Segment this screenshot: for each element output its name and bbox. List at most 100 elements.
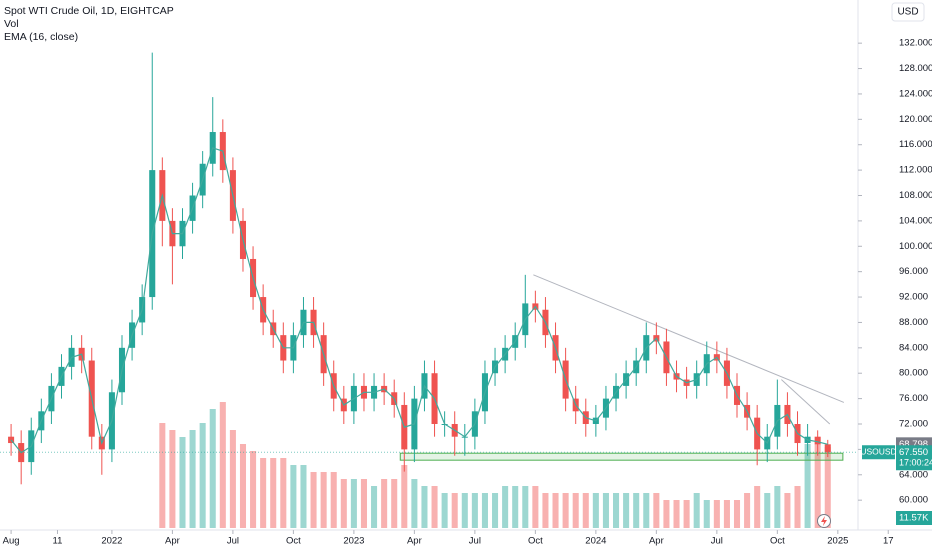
volume-bar: [814, 444, 821, 528]
volume-bar: [794, 486, 801, 528]
volume-bar: [250, 451, 257, 528]
x-tick-label: 2025: [827, 536, 848, 547]
volume-pane: [159, 402, 831, 528]
volume-bar: [310, 472, 317, 528]
volume-bar: [613, 493, 620, 528]
last-price-label: 67.550: [899, 447, 928, 458]
volume-bar: [270, 458, 277, 528]
candle-body: [8, 436, 15, 444]
volume-bar: [592, 493, 599, 528]
volume-bar: [744, 493, 751, 528]
volume-bar: [562, 493, 569, 528]
volume-bar: [229, 430, 236, 528]
currency[interactable]: USD: [897, 7, 918, 18]
volume-last-box: [896, 511, 932, 525]
volume-bar: [381, 479, 388, 528]
volume-bar: [784, 493, 791, 528]
y-tick-label: 128.000: [899, 63, 932, 74]
ema-price-label: 68.798: [899, 439, 928, 450]
volume-bar: [481, 493, 488, 528]
x-tick-label: Apr: [165, 536, 180, 547]
volume-last-label: 11.57K: [899, 513, 929, 524]
y-tick-label: 124.000: [899, 88, 932, 99]
volume-bar: [471, 493, 478, 528]
y-tick-label: 104.000: [899, 215, 932, 226]
volume-bar: [633, 493, 640, 528]
x-tick-label: 11: [53, 536, 63, 547]
volume-bar: [703, 500, 710, 528]
volume-bar: [653, 493, 660, 528]
price-pane: [0, 52, 858, 485]
y-tick-label: 132.000: [899, 38, 932, 49]
chart-title: Spot WTI Crude Oil, 1D, EIGHTCAP: [4, 5, 174, 17]
ema-legend: EMA (16, close): [4, 31, 78, 43]
y-tick-label: 60.000: [899, 495, 928, 506]
y-tick-label: 120.000: [899, 114, 932, 125]
volume-bar: [673, 500, 680, 528]
x-tick-label: 17: [883, 536, 894, 547]
countdown: 17:00:24: [899, 458, 932, 468]
volume-bar: [391, 479, 398, 528]
volume-bar: [350, 479, 357, 528]
alert-icon-bolt: [821, 516, 827, 526]
volume-bar: [441, 493, 448, 528]
y-tick-label: 96.000: [899, 266, 928, 277]
volume-bar: [239, 444, 247, 528]
volume-bar: [623, 493, 630, 528]
x-tick-label: Jul: [469, 536, 481, 547]
volume-bar: [502, 486, 509, 528]
volume-bar: [371, 486, 378, 528]
support-zone: [399, 452, 844, 461]
volume-bar: [754, 486, 761, 528]
volume-bar: [663, 500, 670, 528]
trendline: [533, 274, 845, 403]
volume-bar: [431, 486, 438, 528]
trendline: [781, 379, 831, 425]
volume-bar: [522, 486, 529, 528]
volume-bar: [532, 486, 539, 528]
symbol-box: [862, 445, 895, 460]
symbol-label: USOUSD: [860, 446, 896, 456]
volume-bar: [260, 458, 267, 528]
volume-bar: [330, 472, 337, 528]
volume-bar: [320, 472, 327, 528]
volume-bar: [189, 430, 196, 528]
volume-bar: [582, 493, 589, 528]
volume-bar: [643, 493, 650, 528]
y-tick-label: 72.000: [899, 419, 928, 430]
volume-bar: [290, 465, 297, 528]
volume-bar: [451, 493, 458, 528]
volume-bar: [159, 423, 166, 528]
volume-bar: [774, 486, 781, 528]
volume-bar: [169, 430, 176, 528]
y-tick-label: 112.000: [899, 165, 932, 176]
volume-bar: [421, 486, 428, 528]
x-tick-label: Oct: [770, 536, 785, 547]
currency-box[interactable]: [891, 2, 925, 22]
candle-body: [814, 436, 821, 445]
volume-bar: [219, 402, 226, 528]
volume-bar: [280, 458, 287, 528]
x-tick-label: 2022: [101, 536, 122, 547]
volume-bar: [209, 409, 216, 528]
volume-bar: [542, 493, 549, 528]
y-tick-label: 116.000: [899, 139, 932, 150]
volume-bar: [360, 479, 367, 528]
volume-bar: [804, 444, 811, 528]
volume-bar: [492, 493, 499, 528]
y-tick-label: 80.000: [899, 368, 928, 379]
volume-bar: [179, 437, 186, 528]
x-tick-label: Oct: [286, 536, 301, 547]
y-tick-label: 100.000: [899, 241, 932, 252]
candle-body: [824, 444, 831, 453]
volume-bar: [602, 493, 609, 528]
volume-bar: [723, 500, 730, 528]
volume-bar: [713, 500, 720, 528]
volume-bar: [512, 486, 519, 528]
volume-bar: [764, 493, 771, 528]
volume-bar: [572, 493, 579, 528]
volume-bar: [300, 465, 307, 528]
x-tick-label: Jul: [711, 536, 723, 547]
